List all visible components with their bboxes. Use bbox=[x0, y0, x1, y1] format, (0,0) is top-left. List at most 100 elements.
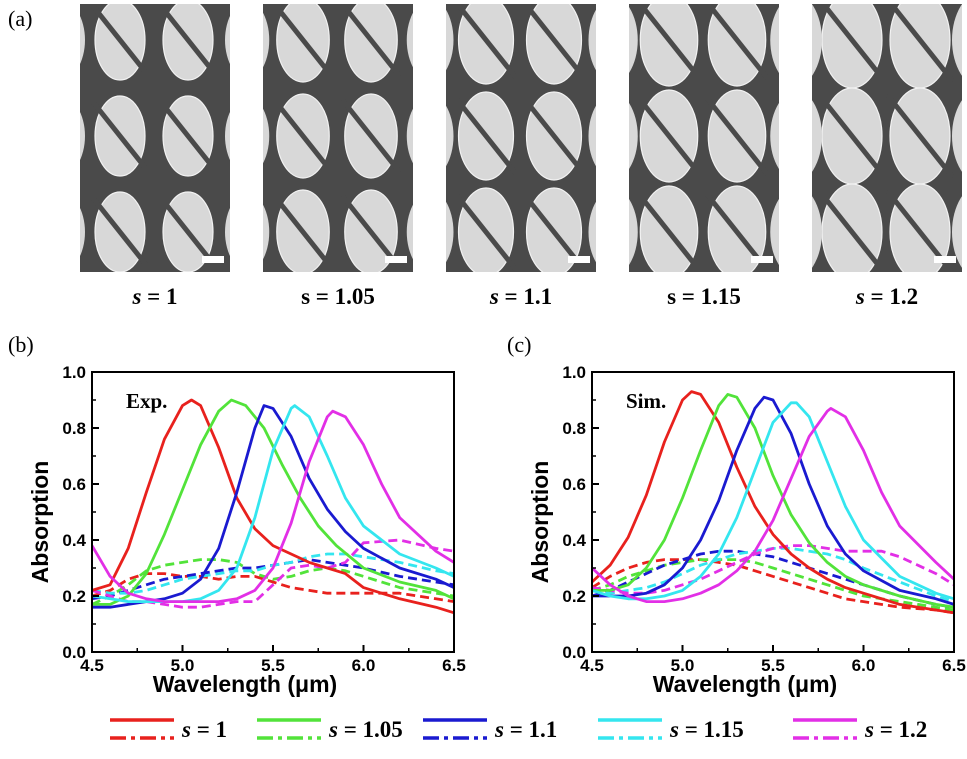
edge-particle bbox=[629, 6, 638, 74]
exp-series-1.2-dashed bbox=[92, 538, 454, 609]
sim-y-tick-label: 1.0 bbox=[562, 363, 586, 382]
nanoparticle bbox=[340, 93, 402, 179]
sem-micrograph bbox=[80, 4, 230, 272]
edge-particle bbox=[629, 198, 638, 266]
exp-series-1.05-solid bbox=[92, 398, 454, 606]
sem-image-4 bbox=[629, 4, 779, 272]
sem-image-1 bbox=[80, 4, 230, 272]
panel-label-b: (b) bbox=[8, 332, 34, 357]
sim-inset-label: Sim. bbox=[626, 389, 666, 413]
edge-particle bbox=[952, 100, 962, 172]
exp-y-tick-label: 0.8 bbox=[62, 419, 86, 438]
sim-series-1.15-solid bbox=[592, 401, 954, 601]
edge-particle bbox=[80, 208, 85, 256]
particle-gap bbox=[817, 93, 887, 179]
particle-gap bbox=[272, 4, 334, 78]
particle-gap bbox=[90, 100, 150, 172]
scale-bar bbox=[751, 256, 773, 263]
exp-y-tick-label: 0.6 bbox=[62, 475, 86, 494]
edge-particle bbox=[770, 102, 779, 170]
edge-particle bbox=[812, 196, 822, 268]
scale-bar bbox=[934, 256, 956, 263]
sim-y-tick-label: 0.4 bbox=[562, 531, 586, 550]
legend-item: s = 1 bbox=[110, 717, 227, 742]
edge-particle bbox=[812, 100, 822, 172]
sem-label-1-italic: s bbox=[132, 284, 142, 309]
edge-particle bbox=[952, 196, 962, 268]
sem-label-1: s = 1 bbox=[75, 284, 235, 310]
exp-x-tick-label: 6.0 bbox=[352, 656, 376, 675]
nanoparticle bbox=[637, 4, 703, 87]
nanoparticle bbox=[635, 89, 703, 183]
edge-particle bbox=[588, 201, 596, 263]
particle-gap bbox=[817, 189, 887, 272]
sim-series-group bbox=[592, 390, 954, 615]
sem-label-3-italic: s bbox=[489, 284, 499, 309]
nanoparticle bbox=[272, 189, 334, 272]
sim-series-1.1-solid bbox=[592, 395, 954, 606]
particle-gap bbox=[90, 4, 150, 76]
nanoparticle bbox=[158, 4, 218, 81]
particle-gap bbox=[705, 4, 771, 82]
sim-x-tick-label: 6.5 bbox=[942, 656, 966, 675]
particle-gap bbox=[522, 4, 586, 80]
edge-particle bbox=[263, 108, 270, 164]
sem-image-5 bbox=[812, 4, 962, 272]
particle-gap bbox=[635, 190, 703, 272]
particle-gap bbox=[340, 98, 402, 174]
nanoparticle bbox=[340, 4, 402, 83]
particle-gap bbox=[158, 100, 218, 172]
chart-experimental: 4.5 5.0 5.5 6.0 6.5 0.0 0.2 0.4 0.6 0.8 1.0 Wavelen… bbox=[0, 345, 480, 700]
nanoparticle bbox=[90, 4, 150, 81]
chart-experimental-svg: 4.5 5.0 5.5 6.0 6.5 0.0 0.2 0.4 0.6 0.8 1.0 Wavelen… bbox=[27, 363, 466, 697]
sim-y-tick-label: 0.2 bbox=[562, 587, 586, 606]
sim-plot-frame bbox=[591, 371, 955, 653]
sem-image-2 bbox=[263, 4, 413, 272]
nanoparticle bbox=[454, 187, 518, 272]
particle-gap bbox=[703, 94, 771, 178]
edge-particle bbox=[263, 12, 270, 68]
legend-svg: s = 1 s = 1.05 s = 1.1 s = 1.15 s = 1.2 bbox=[110, 717, 927, 742]
particle-gap bbox=[635, 94, 703, 178]
nanoparticle bbox=[888, 4, 955, 89]
scale-bar bbox=[385, 256, 407, 263]
particle-gap bbox=[454, 192, 518, 272]
particle-gap bbox=[158, 4, 218, 76]
chart-simulated-svg: 4.5 5.0 5.5 6.0 6.5 0.0 0.2 0.4 0.6 0.8 1.0 Wavelen… bbox=[527, 363, 966, 697]
sem-label-2-text: s = 1.05 bbox=[301, 284, 375, 309]
nanoparticle bbox=[635, 185, 703, 272]
nanoparticle bbox=[454, 91, 518, 181]
particle-gap bbox=[888, 4, 955, 83]
edge-particle bbox=[225, 208, 230, 256]
particle-gap bbox=[522, 96, 586, 176]
exp-inset-label: Exp. bbox=[126, 389, 167, 413]
nanoparticle bbox=[90, 95, 150, 177]
sim-x-axis-title: Wavelength (μm) bbox=[653, 671, 837, 697]
edge-particle bbox=[812, 4, 822, 76]
legend: s = 1 s = 1.05 s = 1.1 s = 1.15 s = 1.2 bbox=[100, 708, 960, 754]
exp-series-1-solid bbox=[92, 398, 454, 615]
sem-label-3-text: = 1.1 bbox=[498, 284, 553, 309]
sim-y-axis-title: Absorption bbox=[527, 461, 553, 584]
sem-label-4-text: s = 1.15 bbox=[667, 284, 741, 309]
particle-gap bbox=[820, 4, 887, 83]
nanoparticle bbox=[90, 191, 150, 272]
nanoparticle bbox=[272, 4, 334, 83]
legend-label: s = 1.05 bbox=[328, 717, 403, 742]
edge-particle bbox=[770, 198, 779, 266]
scale-bar bbox=[568, 256, 590, 263]
edge-particle bbox=[588, 9, 596, 71]
nanoparticle bbox=[703, 89, 771, 183]
edge-particle bbox=[770, 6, 779, 74]
sim-y-tick-label: 0.0 bbox=[562, 643, 586, 662]
sem-label-5-text: = 1.2 bbox=[864, 284, 919, 309]
sim-series-1-dashed bbox=[592, 558, 954, 615]
exp-y-tick-label: 0.0 bbox=[62, 643, 86, 662]
sim-series-1.2-solid bbox=[592, 407, 954, 603]
exp-x-tick-label: 4.5 bbox=[80, 656, 104, 675]
exp-y-axis-title: Absorption bbox=[27, 461, 53, 584]
exp-y-tick-label: 0.2 bbox=[62, 587, 86, 606]
nanoparticle bbox=[454, 4, 518, 85]
nanoparticle bbox=[158, 191, 218, 272]
sem-micrograph bbox=[812, 4, 962, 272]
